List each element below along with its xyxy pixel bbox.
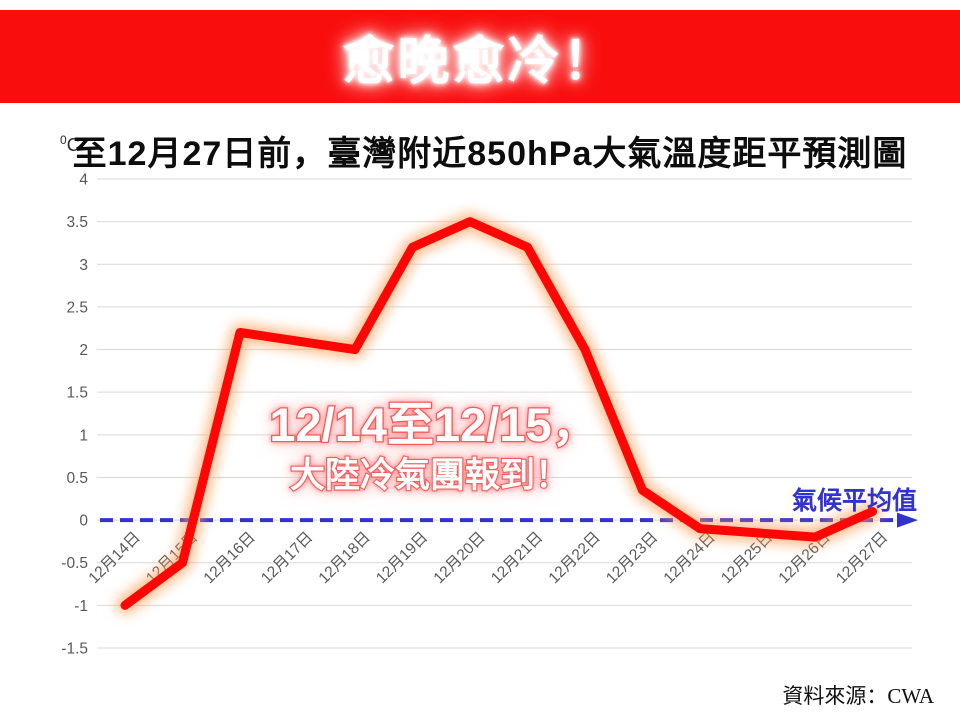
svg-text:1: 1 [79,427,88,444]
svg-text:12月18日: 12月18日 [316,529,374,587]
banner: 愈晚愈冷！ [0,10,960,103]
svg-text:0: 0 [79,513,88,530]
svg-text:12月17日: 12月17日 [258,529,316,587]
svg-text:12月23日: 12月23日 [603,529,661,587]
svg-text:2.5: 2.5 [66,299,88,316]
unit-main: C [66,135,80,155]
svg-text:-1: -1 [74,598,88,615]
temperature-line-series [116,213,881,614]
svg-text:3: 3 [79,257,88,274]
svg-text:3.5: 3.5 [66,214,88,231]
unit-superscript: 0 [60,133,67,147]
svg-text:1.5: 1.5 [66,385,88,402]
svg-text:12月19日: 12月19日 [373,529,431,587]
svg-text:12月16日: 12月16日 [201,529,259,587]
svg-text:4: 4 [79,172,88,189]
baseline-label: 氣候平均值 [792,486,917,515]
svg-text:12月22日: 12月22日 [546,529,604,587]
banner-title: 愈晚愈冷！ [342,33,618,91]
svg-text:-0.5: -0.5 [61,555,88,572]
source-note: 資料來源：CWA [782,684,934,708]
svg-text:0.5: 0.5 [66,470,88,487]
y-axis-unit-label: 0C [60,133,80,156]
climate-baseline [100,512,918,528]
svg-text:-1.5: -1.5 [61,641,88,658]
annotation: 12/14至12/15， 大陸冷氣團報到！ [268,397,600,496]
svg-text:2: 2 [79,342,88,359]
annotation-line1: 12/14至12/15， [269,398,598,451]
svg-text:12月21日: 12月21日 [488,529,546,587]
svg-text:12月27日: 12月27日 [833,529,891,587]
svg-text:12月14日: 12月14日 [86,529,144,587]
annotation-line2: 大陸冷氣團報到！ [290,456,570,495]
svg-text:12月20日: 12月20日 [431,529,489,587]
chart-title: 至12月27日前，臺灣附近850hPa大氣溫度距平預測圖 [72,135,908,173]
